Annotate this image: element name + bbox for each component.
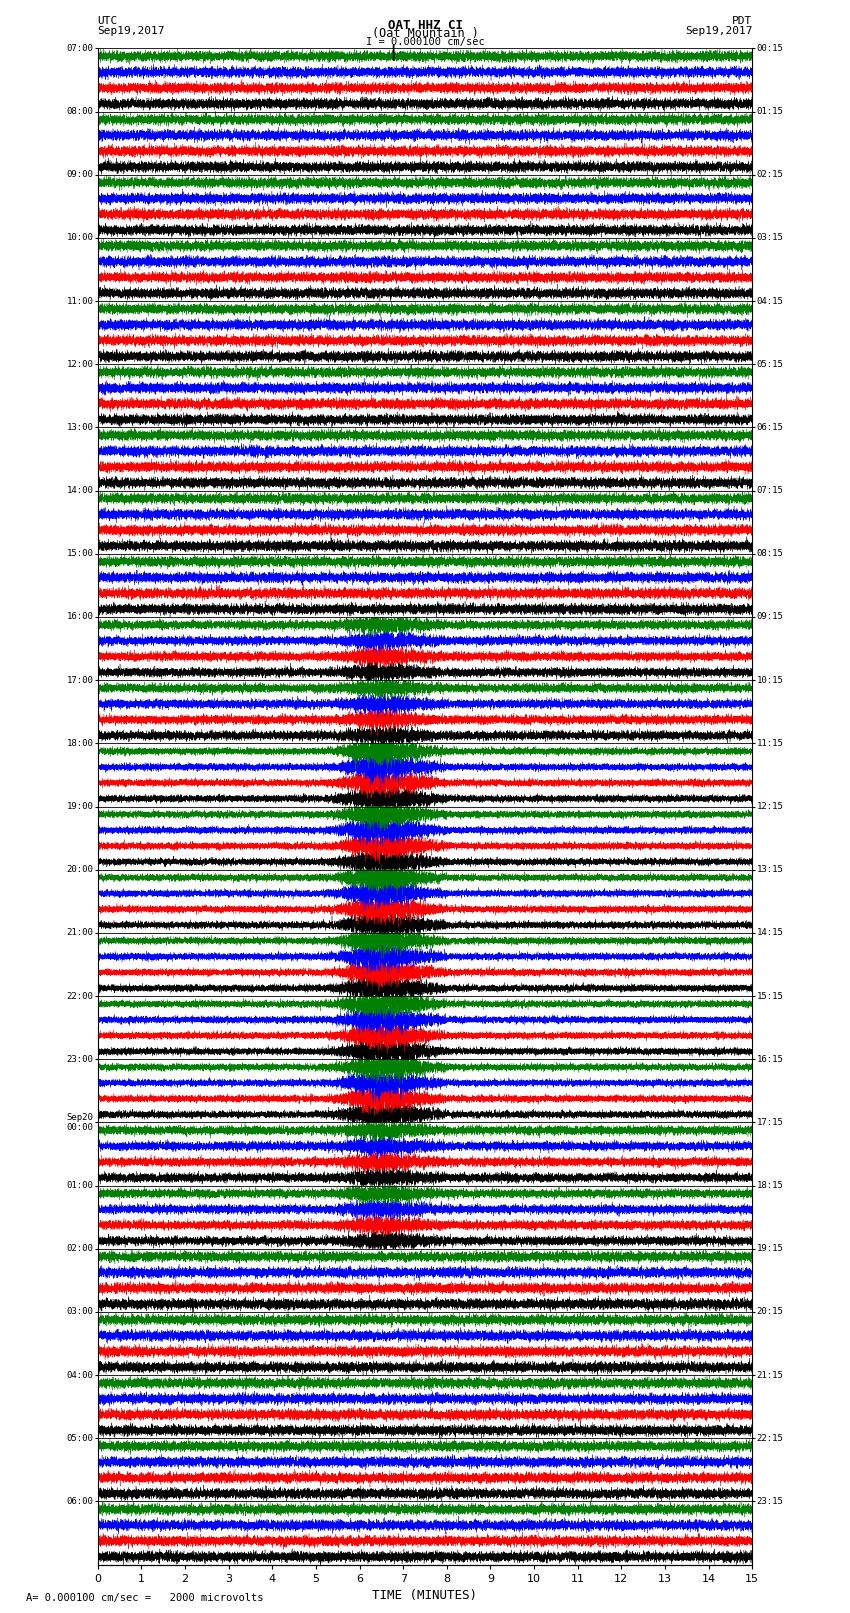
Text: OAT HHZ CI: OAT HHZ CI (388, 19, 462, 32)
Text: PDT: PDT (732, 16, 752, 26)
Text: Sep19,2017: Sep19,2017 (98, 26, 165, 35)
Text: UTC: UTC (98, 16, 118, 26)
Text: Sep19,2017: Sep19,2017 (685, 26, 752, 35)
Text: I = 0.000100 cm/sec: I = 0.000100 cm/sec (366, 37, 484, 47)
Text: |: | (388, 45, 397, 61)
X-axis label: TIME (MINUTES): TIME (MINUTES) (372, 1589, 478, 1602)
Text: (Oat Mountain ): (Oat Mountain ) (371, 27, 479, 40)
Text: A= 0.000100 cm/sec =   2000 microvolts: A= 0.000100 cm/sec = 2000 microvolts (26, 1594, 263, 1603)
